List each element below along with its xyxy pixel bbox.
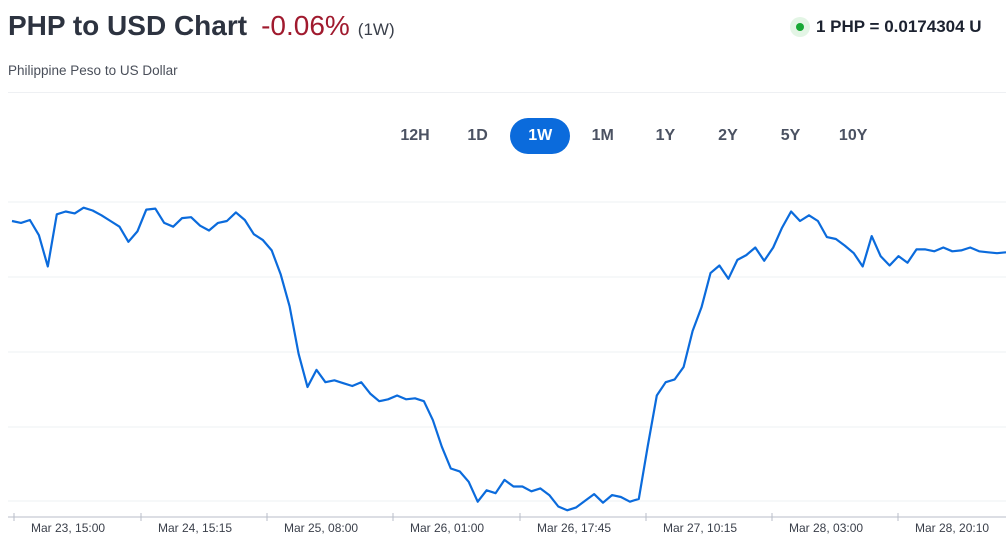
range-2y-button[interactable]: 2Y — [718, 127, 738, 144]
range-10y-button[interactable]: 10Y — [838, 127, 868, 144]
range-1m-button[interactable]: 1M — [591, 127, 614, 144]
x-tick-label: Mar 26, 17:45 — [537, 521, 611, 535]
live-rate: 1 PHP = 0.0174304 U — [790, 17, 982, 37]
live-indicator-icon — [790, 17, 810, 37]
x-tick-label: Mar 24, 15:15 — [158, 521, 232, 535]
page-subtitle: Philippine Peso to US Dollar — [8, 63, 178, 78]
title-row: PHP to USD Chart -0.06% (1W) — [8, 10, 395, 42]
percent-change: -0.06% — [261, 10, 350, 41]
x-tick-label: Mar 28, 20:10 — [915, 521, 989, 535]
range-selector: 12H 1D 1W 1M 1Y 2Y 5Y 10Y — [385, 118, 886, 154]
x-tick-label: Mar 23, 15:00 — [31, 521, 105, 535]
series-line — [11, 206, 1006, 512]
x-tick-label: Mar 25, 08:00 — [284, 521, 358, 535]
range-1y-button[interactable]: 1Y — [655, 127, 676, 144]
page-title: PHP to USD Chart — [8, 10, 248, 41]
x-tick-label: Mar 28, 03:00 — [789, 521, 863, 535]
range-1d-button[interactable]: 1D — [467, 127, 488, 144]
range-1w-button[interactable]: 1W — [510, 118, 571, 154]
header-divider — [8, 92, 1006, 93]
rate-text: 1 PHP = 0.0174304 U — [816, 17, 982, 36]
period-label: (1W) — [357, 20, 395, 39]
live-dot — [796, 23, 804, 31]
x-tick-label: Mar 26, 01:00 — [410, 521, 484, 535]
range-5y-button[interactable]: 5Y — [780, 127, 801, 144]
range-12h-button[interactable]: 12H — [400, 127, 430, 144]
x-tick-label: Mar 27, 10:15 — [663, 521, 737, 535]
